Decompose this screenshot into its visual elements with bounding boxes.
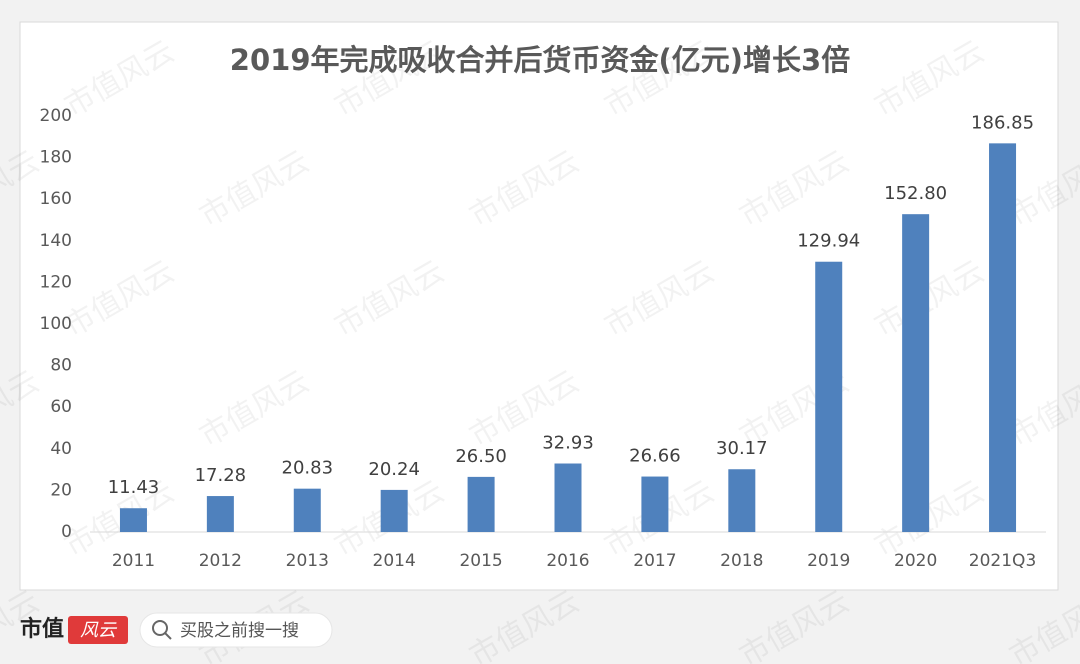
plot: 0 20 40 60 80 100 120 140 160 180 200 2011 11.43 2012… <box>40 106 1046 571</box>
x-tick-label: 2017 <box>633 551 676 571</box>
bar <box>119 508 147 532</box>
bar <box>728 469 756 532</box>
data-label: 129.94 <box>797 231 860 252</box>
brand-badge: 风云 <box>80 620 118 641</box>
data-label: 20.83 <box>282 458 334 479</box>
bar <box>206 496 234 532</box>
y-tick-label: 140 <box>40 231 72 251</box>
x-tick-label: 2020 <box>894 551 937 571</box>
bar <box>641 476 669 532</box>
y-tick-label: 160 <box>40 189 72 209</box>
y-tick-label: 0 <box>61 522 72 542</box>
bar <box>554 463 582 532</box>
bar <box>467 476 495 532</box>
search-text: 买股之前搜一搜 <box>180 621 299 641</box>
data-label: 26.50 <box>455 446 507 467</box>
y-tick-label: 200 <box>40 106 72 126</box>
bar <box>815 261 843 532</box>
x-tick-label: 2011 <box>112 551 155 571</box>
bar <box>293 488 321 532</box>
search-icon-handle <box>164 632 172 640</box>
x-tick-label: 2013 <box>286 551 329 571</box>
y-tick-label: 100 <box>40 314 72 334</box>
chart-frame <box>19 21 1059 591</box>
y-tick-label: 120 <box>40 272 72 292</box>
y-tick-label: 60 <box>50 397 72 417</box>
x-tick-label: 2018 <box>720 551 763 571</box>
x-tick-label: 2012 <box>199 551 242 571</box>
data-label: 11.43 <box>108 477 160 498</box>
bar <box>380 489 408 532</box>
x-tick-label: 2015 <box>459 551 502 571</box>
data-label: 17.28 <box>195 465 247 486</box>
chart-title: 2019年完成吸收合并后货币资金(亿元)增长3倍 <box>230 43 850 77</box>
data-label: 26.66 <box>629 446 681 467</box>
brand-badge-box <box>68 616 128 644</box>
y-tick-label: 180 <box>40 148 72 168</box>
brand: 市值 <box>20 616 64 642</box>
y-tick-label: 40 <box>50 439 72 459</box>
x-tick-label: 2016 <box>546 551 589 571</box>
bar <box>902 214 930 532</box>
x-tick-label: 2021Q3 <box>969 551 1036 571</box>
search-box[interactable] <box>139 612 333 648</box>
data-label: 20.24 <box>368 459 420 480</box>
y-tick-label: 80 <box>50 356 72 376</box>
data-label: 30.17 <box>716 438 768 459</box>
data-label: 152.80 <box>884 183 947 204</box>
y-tick-label: 20 <box>50 480 72 500</box>
x-tick-label: 2019 <box>807 551 850 571</box>
data-label: 186.85 <box>971 112 1034 133</box>
x-tick-label: 2014 <box>373 551 416 571</box>
search-icon <box>152 620 168 636</box>
bar <box>989 143 1017 533</box>
data-label: 32.93 <box>542 433 594 454</box>
